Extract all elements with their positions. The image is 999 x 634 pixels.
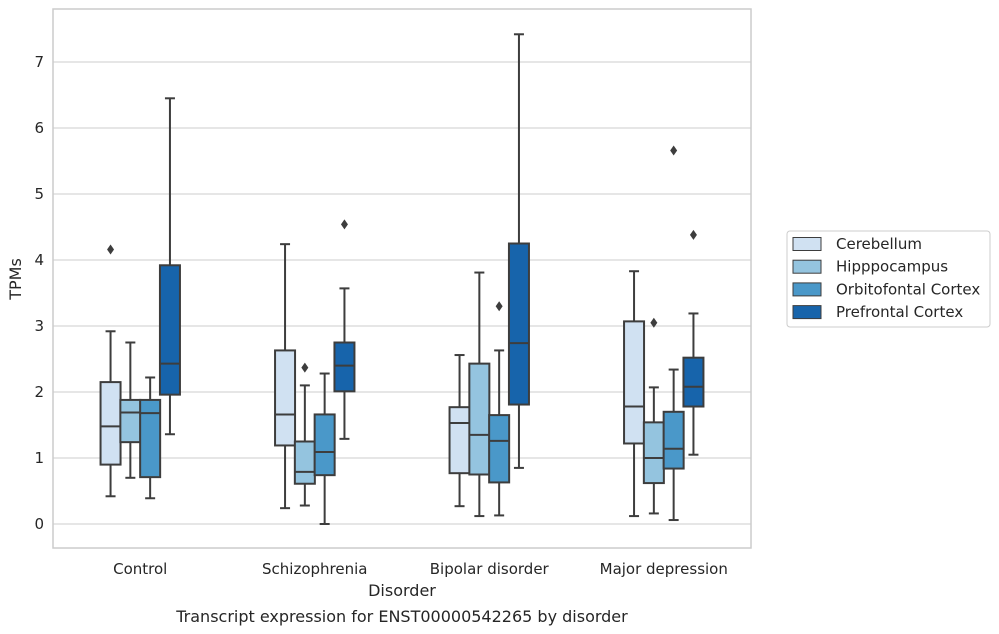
outlier-point [301, 362, 309, 373]
legend-swatch [792, 259, 822, 274]
legend-swatch [792, 237, 822, 251]
x-tick-label: Major depression [600, 560, 728, 578]
box-group [662, 145, 685, 522]
legend-swatch [792, 305, 822, 320]
box-rect [468, 362, 491, 476]
legend-frame [786, 230, 991, 328]
legend-label: Orbitofontal Cortex [836, 280, 980, 298]
box-rect [682, 356, 705, 408]
box-rect [274, 349, 297, 447]
y-tick-label: 5 [34, 185, 44, 203]
x-tick-label: Bipolar disorder [430, 560, 550, 578]
box-marks [99, 33, 705, 525]
box-group [139, 376, 162, 500]
legend-label: Cerebellum [836, 235, 922, 253]
x-tick-label: Schizophrenia [262, 560, 367, 578]
box-rect [293, 440, 316, 485]
box-group [448, 354, 471, 508]
x-axis-title: Disorder [368, 581, 436, 600]
chart-caption: Transcript expression for ENST0000054226… [175, 607, 628, 626]
box-rect [507, 242, 530, 406]
legend-label: Hipppocampus [836, 258, 948, 276]
legend: Cerebellum Hipppocampus Orbitofontal Corte… [786, 230, 991, 328]
box-rect [642, 421, 665, 485]
box-group [158, 97, 181, 436]
box-group [274, 243, 297, 510]
box-rect [623, 320, 646, 445]
outlier-point [107, 244, 115, 255]
y-tick-label: 4 [34, 251, 44, 269]
box-group [468, 271, 491, 518]
y-tick-label: 6 [34, 119, 44, 137]
outlier-point [340, 219, 348, 230]
box-group [623, 270, 646, 518]
outlier-point [689, 229, 697, 240]
y-tick-label: 2 [34, 383, 44, 401]
box-group [642, 317, 665, 515]
y-axis-title: TPMs [6, 258, 25, 301]
box-group [313, 372, 336, 525]
box-rect [158, 264, 181, 396]
box-rect [99, 381, 122, 466]
box-rect [662, 410, 685, 470]
box-group [293, 362, 316, 507]
box-group [99, 244, 122, 498]
x-tick-label: Control [113, 560, 167, 578]
y-axis-ticks: 0 1 2 3 4 5 6 7 [34, 53, 44, 533]
box-rect [313, 413, 336, 477]
box-rect [488, 414, 511, 484]
outlier-point [495, 301, 503, 312]
plot-frame [52, 8, 752, 549]
legend-swatch [792, 282, 822, 297]
outlier-point [650, 317, 658, 328]
box-group [119, 341, 142, 479]
legend-label: Prefrontal Cortex [836, 303, 963, 321]
outlier-point [670, 145, 678, 156]
y-tick-label: 0 [34, 515, 44, 533]
box-group [333, 219, 356, 440]
box-group [682, 229, 705, 456]
y-tick-label: 1 [34, 449, 44, 467]
y-tick-label: 3 [34, 317, 44, 335]
box-group [488, 301, 511, 517]
box-rect [119, 398, 142, 444]
y-tick-label: 7 [34, 53, 44, 71]
box-rect [139, 398, 162, 479]
box-rect [333, 341, 356, 393]
box-rect [448, 406, 471, 475]
box-group [507, 33, 530, 469]
x-axis-ticks: Control Schizophrenia Bipolar disorder Majo… [113, 560, 728, 578]
